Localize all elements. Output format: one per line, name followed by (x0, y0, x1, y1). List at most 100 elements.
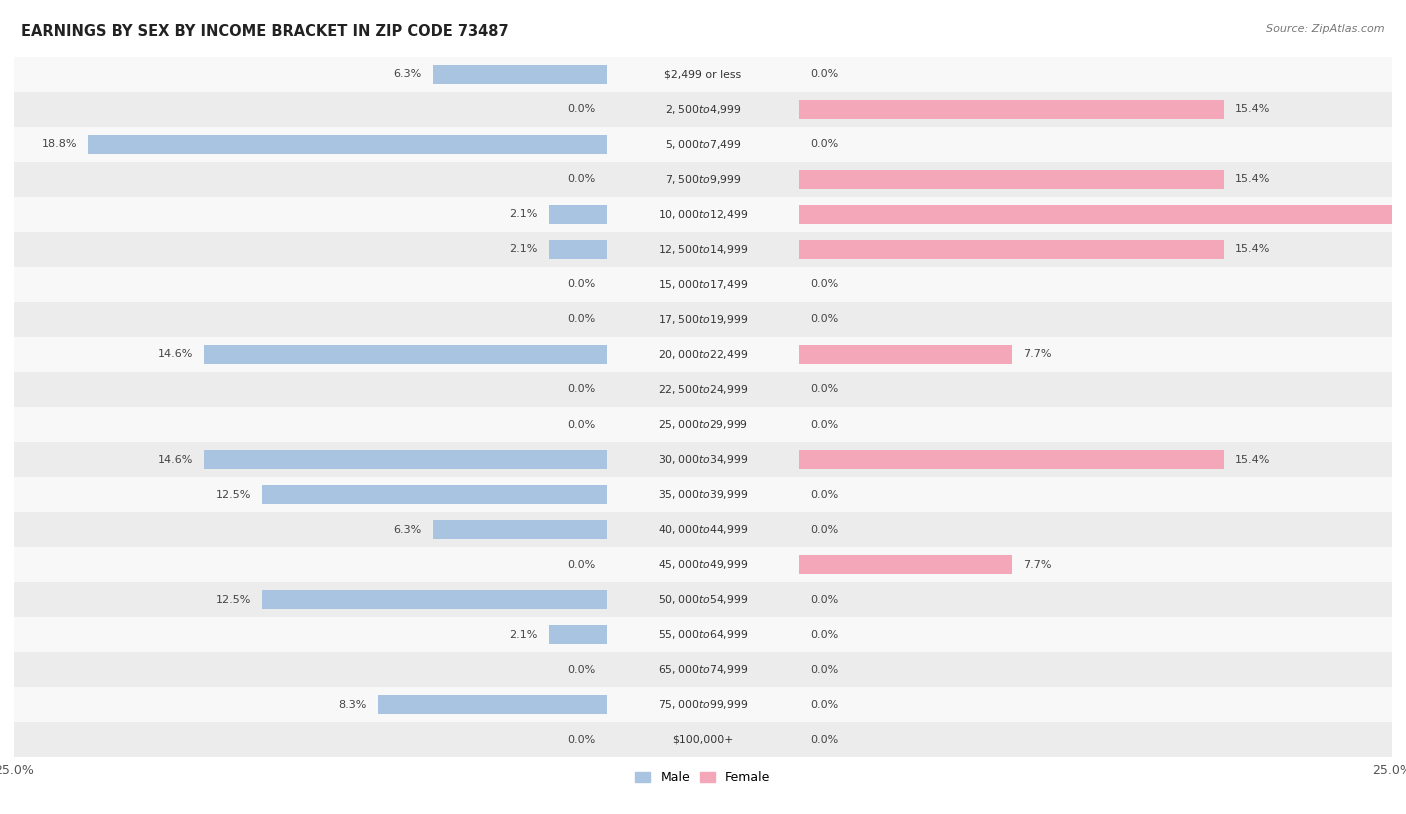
Text: 6.3%: 6.3% (394, 69, 422, 80)
Text: $30,000 to $34,999: $30,000 to $34,999 (658, 453, 748, 466)
Text: 0.0%: 0.0% (567, 734, 596, 745)
Bar (14, 617, 1392, 652)
Text: 12.5%: 12.5% (215, 489, 252, 500)
Bar (14, 197, 1392, 232)
Text: $25,000 to $29,999: $25,000 to $29,999 (658, 418, 748, 431)
Bar (14, 127, 1392, 162)
Bar (14, 267, 1392, 302)
Text: $2,499 or less: $2,499 or less (665, 69, 741, 80)
Text: 0.0%: 0.0% (567, 174, 596, 185)
Text: $15,000 to $17,499: $15,000 to $17,499 (658, 278, 748, 291)
Bar (14, 652, 1392, 687)
Bar (204, 345, 606, 364)
Text: $7,500 to $9,999: $7,500 to $9,999 (665, 173, 741, 186)
Text: 0.0%: 0.0% (810, 734, 839, 745)
Text: 0.0%: 0.0% (810, 314, 839, 325)
Text: $2,500 to $4,999: $2,500 to $4,999 (665, 103, 741, 116)
Text: 14.6%: 14.6% (157, 454, 193, 465)
Bar (14, 722, 1392, 757)
Text: 0.0%: 0.0% (810, 139, 839, 150)
Text: 18.8%: 18.8% (42, 139, 77, 150)
Text: 15.4%: 15.4% (1234, 104, 1270, 115)
Text: $22,500 to $24,999: $22,500 to $24,999 (658, 383, 748, 396)
Text: 0.0%: 0.0% (810, 279, 839, 290)
Text: $17,500 to $19,999: $17,500 to $19,999 (658, 313, 748, 326)
Text: $75,000 to $99,999: $75,000 to $99,999 (658, 698, 748, 711)
Bar (262, 485, 606, 504)
Text: $5,000 to $7,499: $5,000 to $7,499 (665, 138, 741, 151)
Bar (14, 162, 1392, 197)
Text: 2.1%: 2.1% (509, 209, 537, 220)
Bar (548, 240, 606, 259)
Bar (548, 625, 606, 644)
Text: 15.4%: 15.4% (1234, 174, 1270, 185)
Bar (262, 590, 606, 609)
Bar (378, 695, 606, 714)
Text: 7.7%: 7.7% (1022, 559, 1052, 570)
Bar (14, 442, 1392, 477)
Bar (14, 687, 1392, 722)
Text: $45,000 to $49,999: $45,000 to $49,999 (658, 558, 748, 571)
Bar (14, 232, 1392, 267)
Text: 0.0%: 0.0% (810, 664, 839, 675)
Bar (14, 582, 1392, 617)
Text: $20,000 to $22,499: $20,000 to $22,499 (658, 348, 748, 361)
Bar (800, 345, 1012, 364)
Text: 7.7%: 7.7% (1022, 349, 1052, 360)
Bar (14, 477, 1392, 512)
Text: 0.0%: 0.0% (810, 419, 839, 430)
Bar (800, 170, 1223, 189)
Bar (800, 240, 1223, 259)
Text: 0.0%: 0.0% (567, 384, 596, 395)
Text: 12.5%: 12.5% (215, 594, 252, 605)
Bar (14, 302, 1392, 337)
Bar (14, 512, 1392, 547)
Text: 14.6%: 14.6% (157, 349, 193, 360)
Bar (433, 520, 606, 539)
Text: $10,000 to $12,499: $10,000 to $12,499 (658, 208, 748, 221)
Text: 0.0%: 0.0% (567, 279, 596, 290)
Text: 0.0%: 0.0% (567, 664, 596, 675)
Text: 8.3%: 8.3% (339, 699, 367, 710)
Bar (14, 92, 1392, 127)
Text: 0.0%: 0.0% (810, 489, 839, 500)
Bar (548, 205, 606, 224)
Bar (433, 65, 606, 84)
Text: $35,000 to $39,999: $35,000 to $39,999 (658, 488, 748, 501)
Text: 15.4%: 15.4% (1234, 454, 1270, 465)
Bar (800, 450, 1223, 469)
Text: $65,000 to $74,999: $65,000 to $74,999 (658, 663, 748, 676)
Text: 0.0%: 0.0% (810, 524, 839, 535)
Bar (89, 135, 606, 154)
Bar (14, 337, 1392, 372)
Text: $40,000 to $44,999: $40,000 to $44,999 (658, 523, 748, 536)
Text: 0.0%: 0.0% (810, 384, 839, 395)
Bar (800, 100, 1223, 119)
Text: EARNINGS BY SEX BY INCOME BRACKET IN ZIP CODE 73487: EARNINGS BY SEX BY INCOME BRACKET IN ZIP… (21, 24, 509, 39)
Text: 0.0%: 0.0% (810, 69, 839, 80)
Text: 0.0%: 0.0% (567, 104, 596, 115)
Text: 0.0%: 0.0% (810, 699, 839, 710)
Text: Source: ZipAtlas.com: Source: ZipAtlas.com (1267, 24, 1385, 34)
Text: 0.0%: 0.0% (567, 314, 596, 325)
Text: 0.0%: 0.0% (567, 559, 596, 570)
Text: $100,000+: $100,000+ (672, 734, 734, 745)
Text: $12,500 to $14,999: $12,500 to $14,999 (658, 243, 748, 256)
Text: 2.1%: 2.1% (509, 629, 537, 640)
Text: 0.0%: 0.0% (567, 419, 596, 430)
Text: 6.3%: 6.3% (394, 524, 422, 535)
Text: 2.1%: 2.1% (509, 244, 537, 255)
Bar (204, 450, 606, 469)
Text: 0.0%: 0.0% (810, 629, 839, 640)
Bar (14, 547, 1392, 582)
Legend: Male, Female: Male, Female (630, 766, 776, 790)
Text: $50,000 to $54,999: $50,000 to $54,999 (658, 593, 748, 606)
Text: $55,000 to $64,999: $55,000 to $64,999 (658, 628, 748, 641)
Text: 15.4%: 15.4% (1234, 244, 1270, 255)
Bar (800, 555, 1012, 574)
Bar (14, 372, 1392, 407)
Bar (14, 57, 1392, 92)
Text: 0.0%: 0.0% (810, 594, 839, 605)
Bar (14, 407, 1392, 442)
Bar (800, 205, 1406, 224)
